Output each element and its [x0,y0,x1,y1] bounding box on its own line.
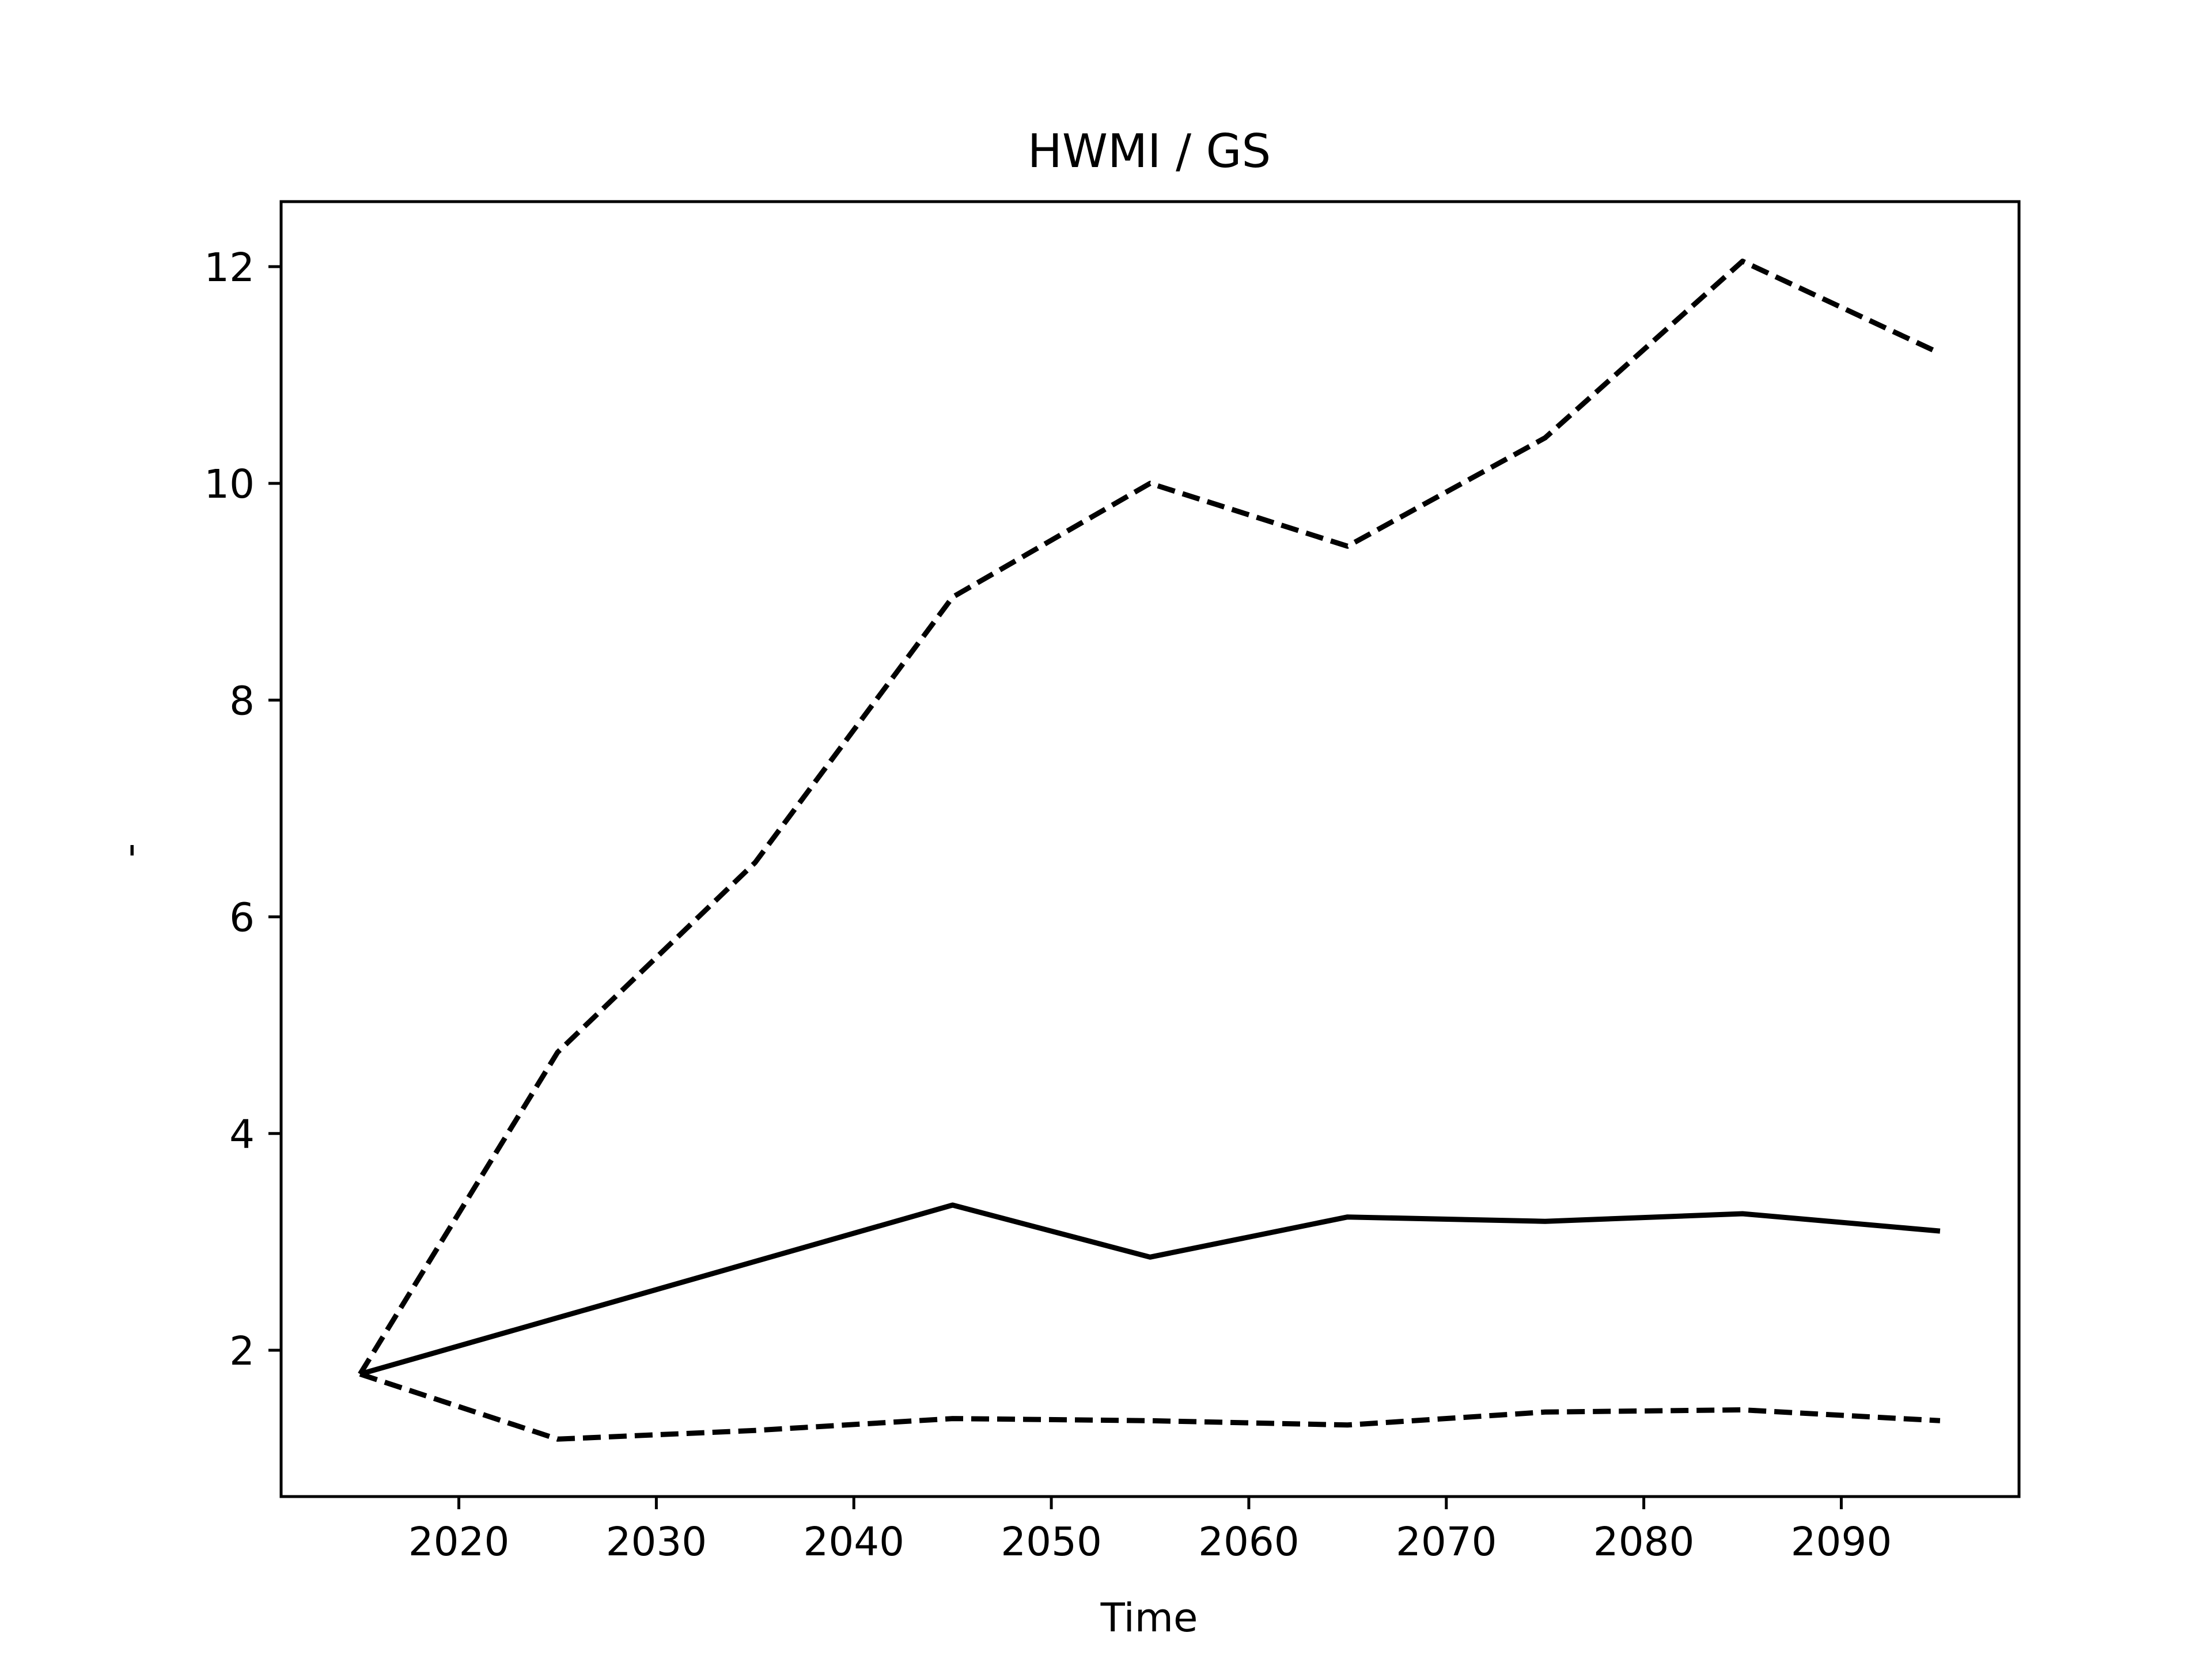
y-tick-label: 4 [229,1112,255,1158]
y-tick-label: 12 [204,245,255,291]
x-tick-label: 2030 [606,1519,707,1565]
plot-area-frame [279,200,2021,1498]
y-tick-label: 2 [229,1328,255,1374]
series-line-upper [358,259,1941,1376]
series-line-median [359,1202,1941,1377]
x-axis-ticks: 2020 2030 2040 2050 2060 2070 2080 2090 [408,1497,1892,1565]
chart-title: HWMI / GS [1028,124,1271,178]
y-tick-label: 8 [229,678,255,724]
x-tick-label: 2090 [1791,1519,1892,1565]
x-tick-label: 2070 [1396,1519,1497,1565]
x-tick-label: 2060 [1198,1519,1300,1565]
series-line-lower [359,1372,1941,1442]
y-axis-label: - [107,843,153,858]
x-tick-label: 2040 [803,1519,904,1565]
y-axis-ticks: 2 4 6 8 10 12 [204,245,281,1374]
y-tick-label: 6 [229,895,255,941]
x-tick-label: 2020 [408,1519,510,1565]
x-axis-label: Time [1100,1595,1198,1641]
y-tick-label: 10 [204,461,255,507]
series-layer [358,259,1941,1442]
x-tick-label: 2050 [1001,1519,1102,1565]
x-tick-label: 2080 [1593,1519,1695,1565]
